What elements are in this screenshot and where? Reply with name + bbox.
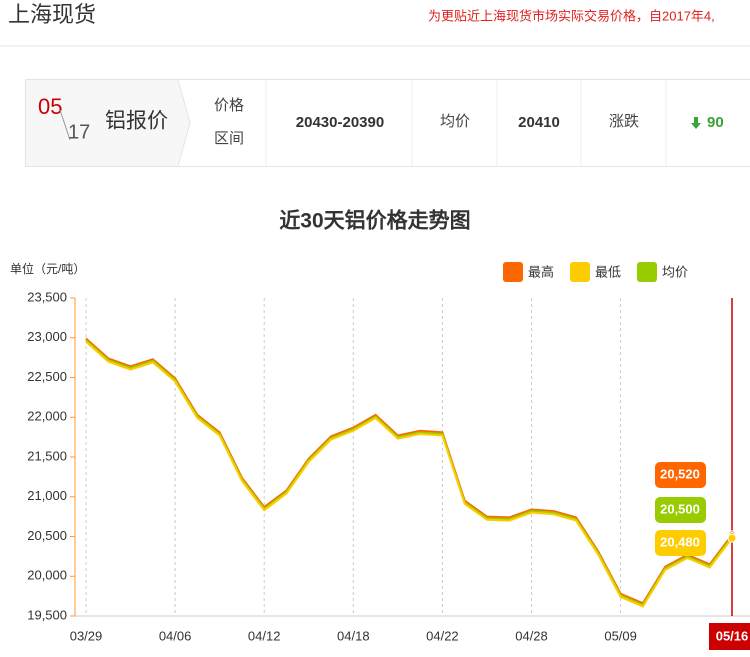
range-label: 区间 [214,130,244,147]
y-tick-label: 21,000 [27,488,67,503]
x-tick-label: 04/18 [337,628,370,643]
y-tick-label: 20,000 [27,568,67,583]
quote-name: 铝报价 [105,110,168,133]
y-tick-label: 20,500 [27,528,67,543]
avg-label: 均价 [440,113,470,130]
chart-title: 近30天铝价格走势图 [279,209,470,233]
change-label: 涨跌 [609,113,639,130]
range-value: 20430-20390 [296,114,384,131]
y-tick-label: 19,500 [27,607,67,622]
y-tick-label: 22,000 [27,409,67,424]
page-title: 上海现货 [8,2,96,27]
x-tick-label: 05/16 [716,628,749,643]
legend-swatch [503,262,523,282]
y-tick-label: 23,000 [27,329,67,344]
tooltip-label: 20,520 [660,466,700,481]
x-tick-label: 04/12 [248,628,281,643]
notice: 为更贴近上海现货市场实际交易价格，自2017年4, [428,8,715,23]
series-line [86,342,732,607]
avg-value: 20410 [518,114,560,131]
tooltip-label: 20,480 [660,534,700,549]
tooltip-label: 20,500 [660,501,700,516]
legend-label: 最高 [528,264,554,279]
y-tick-label: 22,500 [27,369,67,384]
y-tick-label: 23,500 [27,289,67,304]
legend-label: 均价 [662,264,688,279]
x-tick-label: 03/29 [70,628,103,643]
range-label: 价格 [214,97,244,114]
quote-month: 05 [38,94,62,119]
legend-swatch [570,262,590,282]
y-tick-label: 21,500 [27,448,67,463]
series-line [86,340,732,605]
point-marker [728,534,736,542]
quote-day: 17 [68,121,90,143]
series-line [86,339,732,604]
x-tick-label: 04/22 [426,628,459,643]
change-value: 90 [707,114,724,131]
legend-label: 最低 [595,264,621,279]
x-tick-label: 04/28 [515,628,548,643]
legend-swatch [637,262,657,282]
x-tick-label: 05/09 [604,628,637,643]
x-tick-label: 04/06 [159,628,192,643]
y-axis-label: 单位（元/吨） [10,261,85,276]
